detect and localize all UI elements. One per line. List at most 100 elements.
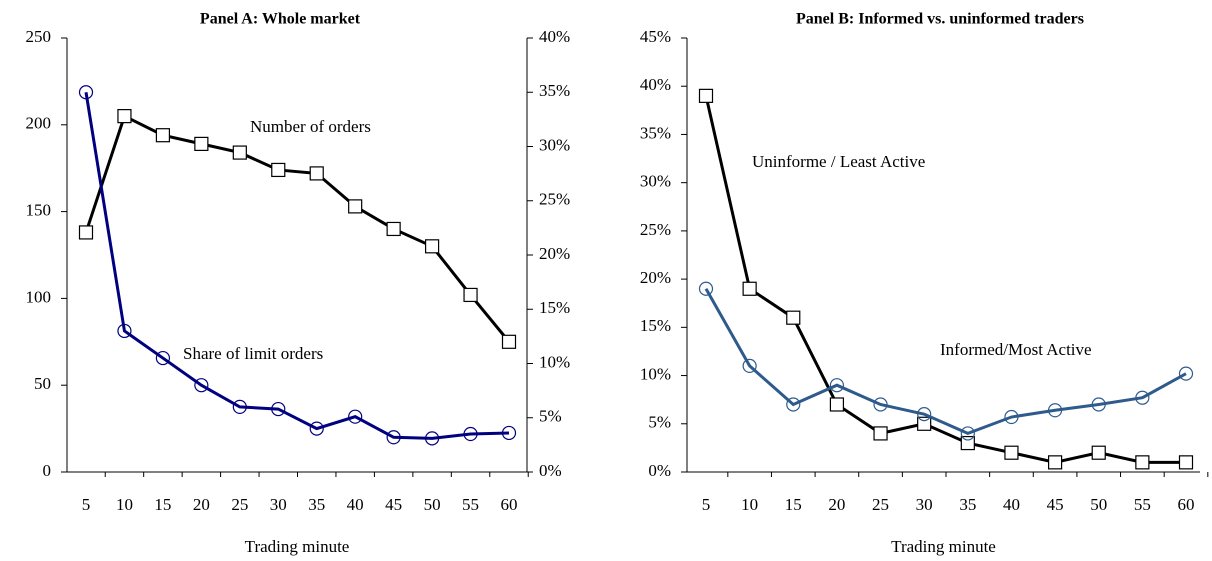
y-tick-label: 45% [640,27,671,46]
point-marker [829,378,845,393]
series-line [704,288,1187,436]
x-tick-label: 30 [270,495,287,514]
y-tick-label: 150 [26,201,52,220]
point-marker [271,401,286,417]
y-tick-label: 40% [640,75,671,94]
y-tick-label: 10% [640,364,671,383]
point-marker [1004,445,1019,460]
x-tick-label: 55 [1134,495,1151,514]
x-tick-label: 60 [1178,495,1195,514]
point-marker [348,409,363,424]
y-tick-label: 250 [26,27,52,46]
point-marker [1178,366,1194,381]
y-tick-label: 15% [640,316,671,335]
x-tick-label: 35 [308,495,325,514]
x-tick-label: 15 [785,495,802,514]
point-marker [155,128,171,143]
point-marker [501,334,517,349]
point-marker [1135,455,1150,470]
point-marker [786,397,801,412]
x-tick-label: 20 [828,495,845,514]
x-tick-label: 30 [916,495,933,514]
point-marker [1004,409,1019,425]
series-label: Share of limit orders [183,344,323,363]
x-tick-label: 20 [193,495,210,514]
x-tick-label: 10 [741,495,758,514]
point-marker [232,399,247,414]
point-marker [873,397,888,412]
point-marker [742,358,757,374]
y2-tick-label: 5% [539,407,562,426]
point-marker [1047,455,1063,470]
x-tick-label: 5 [702,495,711,514]
point-marker [463,287,478,303]
series-label: Informed/Most Active [940,340,1092,359]
series-label: Number of orders [250,117,371,136]
point-marker [424,239,440,254]
point-marker [386,221,401,237]
x-tick-label: 15 [154,495,171,514]
y2-tick-label: 35% [539,81,570,100]
point-marker [698,281,714,296]
series-line [704,95,1186,464]
point-marker [232,145,247,160]
point-marker [917,416,932,431]
y-tick-label: 5% [648,413,671,432]
x-tick-label: 45 [385,495,402,514]
point-marker [1047,403,1063,418]
y2-tick-label: 25% [539,190,570,209]
x-axis-label: Trading minute [245,537,350,556]
series-label: Uninforme / Least Active [752,152,925,171]
y-tick-label: 0 [43,461,52,480]
y-tick-label: 30% [640,172,671,191]
point-marker [78,85,94,100]
chart-panel: Panel B: Informed vs. uninformed traders… [640,11,1209,556]
point-marker [742,281,757,296]
point-marker [501,425,517,441]
x-tick-label: 5 [82,495,91,514]
x-axis-label: Trading minute [891,537,996,556]
x-tick-label: 50 [1090,495,1107,514]
chart-title: Panel A: Whole market [200,11,361,28]
point-marker [873,426,888,441]
chart-title: Panel B: Informed vs. uninformed traders [796,11,1084,28]
point-marker [194,378,209,393]
y2-tick-label: 10% [539,352,570,371]
y-tick-label: 25% [640,220,671,239]
point-marker [155,350,171,366]
point-marker [917,407,932,422]
x-tick-label: 25 [872,495,889,514]
point-marker [386,430,401,445]
x-tick-label: 35 [959,495,976,514]
y-tick-label: 35% [640,123,671,142]
point-marker [1091,397,1106,412]
point-marker [1091,445,1106,460]
point-marker [786,310,801,325]
y2-tick-label: 15% [539,298,570,317]
point-marker [463,426,478,442]
point-marker [348,199,363,214]
point-marker [1178,455,1194,470]
point-marker [424,431,440,446]
point-marker [271,162,286,178]
y-tick-label: 20% [640,268,671,287]
point-marker [117,323,132,339]
x-tick-label: 60 [501,495,518,514]
x-tick-label: 55 [462,495,479,514]
x-tick-label: 40 [347,495,364,514]
point-marker [829,397,845,412]
point-marker [117,109,132,124]
y-tick-label: 200 [26,114,52,133]
y2-tick-label: 20% [539,244,570,263]
point-marker [960,426,975,441]
x-tick-label: 40 [1003,495,1020,514]
x-tick-label: 50 [424,495,441,514]
y-tick-label: 100 [26,287,52,306]
series-line [84,114,511,343]
point-marker [1135,390,1150,405]
y2-tick-label: 30% [539,135,570,154]
point-marker [309,421,324,436]
y2-tick-label: 0% [539,461,562,480]
x-tick-label: 10 [116,495,133,514]
